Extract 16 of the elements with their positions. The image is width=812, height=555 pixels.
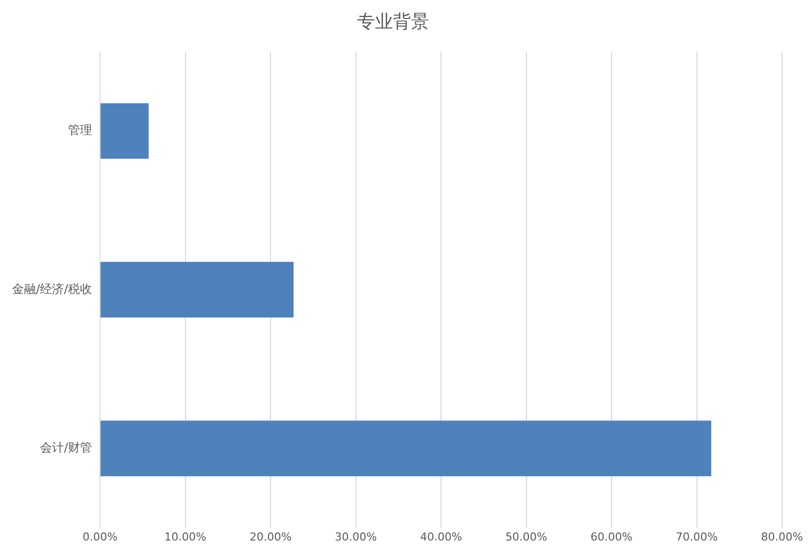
x-tick-label: 0.00% — [82, 530, 118, 544]
x-tick-label: 10.00% — [164, 530, 206, 544]
bar — [100, 262, 294, 318]
x-tick-label: 40.00% — [420, 530, 462, 544]
bar — [100, 420, 712, 476]
x-tick-label: 80.00% — [761, 530, 803, 544]
x-tick-label: 20.00% — [250, 530, 292, 544]
y-tick-label: 会计/财管 — [40, 440, 92, 455]
x-tick-label: 50.00% — [505, 530, 548, 544]
bar — [100, 103, 149, 159]
y-tick-label: 金融/经济/税收 — [12, 282, 92, 296]
y-tick-label: 管理 — [68, 123, 92, 138]
x-tick-label: 60.00% — [590, 530, 632, 544]
x-tick-label: 70.00% — [676, 530, 718, 544]
x-tick-label: 30.00% — [334, 530, 377, 544]
chart-title: 专业背景 — [357, 11, 429, 32]
